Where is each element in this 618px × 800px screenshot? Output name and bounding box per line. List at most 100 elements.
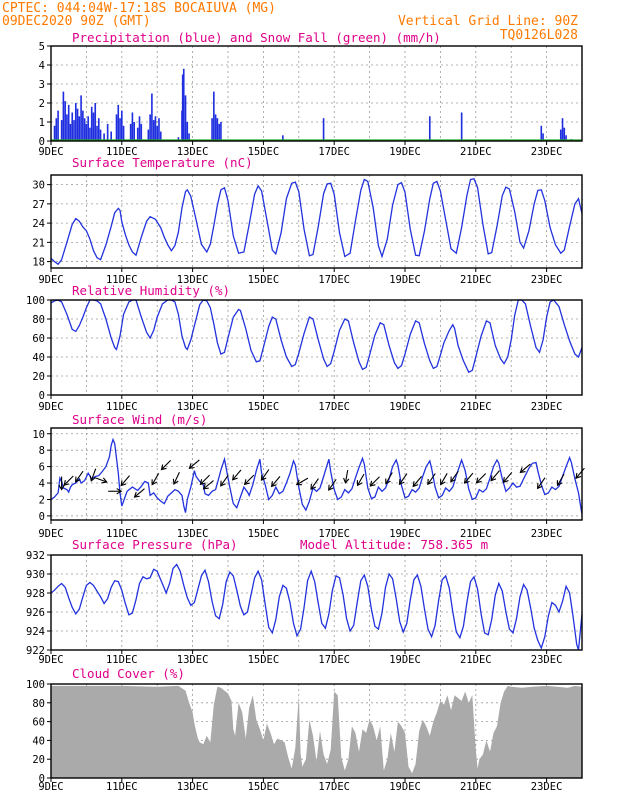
precip-bar <box>89 127 91 141</box>
wind-arrow-shaft <box>575 467 585 479</box>
wind-arrow <box>151 473 160 486</box>
precip-bar <box>218 123 220 141</box>
x-tick-label: 11DEC <box>106 146 138 158</box>
wind-arrow-head <box>343 477 350 484</box>
precip-bar <box>85 123 88 141</box>
wind-arrow-head <box>536 483 543 490</box>
panel-precip: 0 1 2 3 4 5 Precipitation (blue) and Snow Fall… <box>38 30 583 158</box>
y-tick-label: 100 <box>26 679 45 691</box>
panel-cloud: 0 20 40 60 80 100 Cloud Cover (%) 9DEC 11DEC 13DE… <box>26 666 583 793</box>
x-tick-label: 15DEC <box>248 146 280 158</box>
wind-arrow <box>463 472 474 484</box>
wind-arrow-shaft <box>90 468 97 482</box>
wind-arrow-head <box>310 483 317 491</box>
wind-arrow-shaft <box>344 469 349 483</box>
wind-arrow <box>310 478 319 491</box>
wind-arrow-shaft <box>244 474 255 485</box>
wind-arrow-shaft <box>369 476 380 487</box>
wind-arrow-shaft <box>232 469 242 481</box>
wind-arrow <box>199 474 210 486</box>
wind-arrow-head <box>172 478 179 485</box>
precip-bar <box>60 120 63 141</box>
x-tick-label: 23DEC <box>531 781 563 793</box>
x-tick-label: 21DEC <box>460 781 492 793</box>
precip-bar <box>99 129 102 141</box>
precip-bar <box>322 118 325 141</box>
x-tick-label: 15DEC <box>248 654 280 666</box>
y-tick-label: 60 <box>32 717 45 729</box>
wind-arrow <box>328 479 337 491</box>
precip-bar <box>57 110 59 141</box>
precip-bar <box>119 118 121 141</box>
wind-arrow <box>575 467 585 479</box>
y-tick-label: 2 <box>39 98 45 110</box>
wind-arrow-head <box>575 472 582 479</box>
x-tick-label: 23DEC <box>531 401 563 413</box>
x-tick-label: 11DEC <box>106 401 138 413</box>
wind-arrow-shaft <box>161 459 172 470</box>
wind-arrow <box>202 480 214 490</box>
precip-bar <box>131 112 134 141</box>
y-tick-label: 20 <box>32 371 45 383</box>
wind-arrow-head <box>89 475 96 482</box>
precip-bar <box>216 118 219 141</box>
precip-bar <box>220 122 222 141</box>
wind-arrow-head <box>116 488 123 495</box>
precip-bar <box>140 123 143 141</box>
precip-bar <box>542 133 544 141</box>
panel-frame <box>50 683 583 779</box>
wind-arrow <box>556 473 565 487</box>
x-tick-label: 19DEC <box>389 401 421 413</box>
x-tick-label: 11DEC <box>106 654 138 666</box>
wind-arrow-head <box>151 479 158 486</box>
y-tick-label: 27 <box>32 199 45 211</box>
y-tick-label: 80 <box>32 698 45 710</box>
wind-arrow-head <box>475 477 482 484</box>
wind-arrow-shaft <box>63 475 74 486</box>
y-tick-label: 4 <box>39 60 45 72</box>
x-tick-label: 17DEC <box>318 654 350 666</box>
y-tick-label: 922 <box>26 645 45 657</box>
precip-bar <box>67 104 70 141</box>
wind-arrow-shaft <box>220 474 229 487</box>
x-tick-label: 21DEC <box>460 146 492 158</box>
precip-bar <box>62 91 65 141</box>
wind-arrow-shaft <box>503 471 513 483</box>
precip-bar <box>103 133 105 141</box>
precip-bar <box>90 106 93 141</box>
wind-arrow-head <box>260 474 267 482</box>
precip-bar <box>428 116 431 141</box>
y-tick-label: 18 <box>32 257 45 269</box>
y-tick-label: 8 <box>39 445 45 457</box>
wind-arrow-head <box>74 476 81 483</box>
precip-bar <box>152 120 155 141</box>
wind-arrow-shaft <box>385 472 393 485</box>
precip-bar <box>94 103 97 141</box>
precip-bar <box>96 125 98 141</box>
wind-arrow-shaft <box>271 476 281 487</box>
panel-title: Cloud Cover (%) <box>72 666 185 681</box>
precip-bar <box>136 127 139 141</box>
x-tick-label: 13DEC <box>177 401 209 413</box>
x-tick-label: 11DEC <box>106 528 138 540</box>
precip-bar <box>110 131 112 141</box>
wind-arrow-head <box>519 467 526 474</box>
wind-arrow <box>74 470 84 483</box>
panel-frame <box>50 427 583 521</box>
y-tick-label: 932 <box>26 550 45 562</box>
y-tick-label: 0 <box>39 390 45 402</box>
precip-bar <box>182 68 185 141</box>
precip-bar <box>74 103 77 141</box>
x-tick-label: 19DEC <box>389 528 421 540</box>
wind-arrow-shaft <box>357 473 365 486</box>
wind-arrow-head <box>120 480 127 487</box>
precip-bar <box>460 112 463 141</box>
x-tick-label: 19DEC <box>389 654 421 666</box>
x-tick-label: 19DEC <box>389 274 421 286</box>
y-tick-label: 30 <box>32 180 45 192</box>
wind-arrow-head <box>412 481 419 488</box>
wind-arrow-shaft <box>450 470 459 483</box>
y-tick-label: 100 <box>26 295 45 307</box>
precip-bar <box>138 116 141 141</box>
precip-bar <box>149 114 151 141</box>
